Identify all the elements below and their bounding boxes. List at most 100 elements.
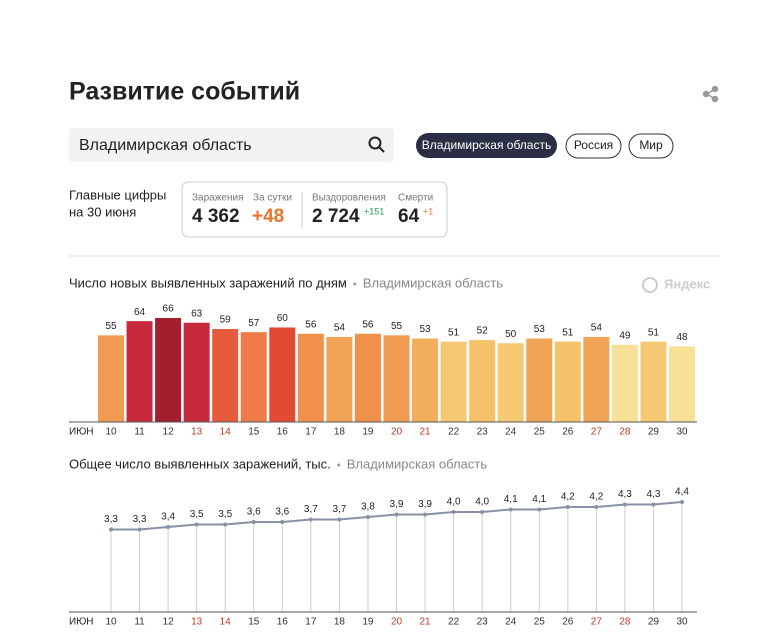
x-tick-label: 17: [305, 427, 317, 438]
value-label: 4,0: [475, 497, 489, 508]
x-tick-label: 27: [591, 617, 603, 628]
search-box[interactable]: [69, 128, 394, 162]
value-label: 3,8: [361, 502, 375, 513]
x-tick-label: 28: [619, 427, 631, 438]
x-tick-label: 26: [562, 427, 574, 438]
value-label: 3,4: [161, 512, 175, 523]
x-tick-label: 23: [477, 617, 489, 628]
point: [109, 527, 113, 532]
x-tick-label: 29: [648, 617, 660, 628]
x-tick-label: 17: [305, 617, 317, 628]
value-label: 4,1: [504, 494, 518, 505]
point: [480, 510, 485, 514]
stat-delta: +1: [423, 206, 433, 216]
search-text: Владимирская область: [79, 137, 252, 154]
bar: [240, 332, 267, 422]
tab[interactable]: [628, 133, 674, 159]
point: [565, 505, 570, 509]
x-tick-label: 19: [362, 427, 374, 438]
tab-label: Владимирская область: [422, 138, 551, 152]
share-icon[interactable]: [702, 85, 719, 103]
value-label: 4,3: [646, 489, 660, 500]
value-label: 48: [676, 332, 688, 343]
bar: [212, 329, 239, 422]
search-icon[interactable]: [368, 136, 385, 153]
x-tick-label: 23: [477, 427, 489, 438]
value-label: 60: [277, 313, 289, 324]
watermark-icon: [642, 277, 658, 293]
x-tick-label: 20: [391, 427, 403, 438]
bar: [183, 322, 210, 422]
value-label: 54: [591, 323, 603, 334]
point: [251, 520, 256, 524]
x-tick-label: 15: [248, 617, 260, 628]
x-tick-label: 12: [163, 427, 175, 438]
bar: [126, 321, 153, 422]
point: [394, 512, 399, 517]
stats-box: [181, 181, 448, 238]
stat-label: Выздоровления: [312, 193, 386, 204]
chart-title: Число новых выявленных заражений по дням: [69, 275, 347, 290]
value-label: 4,4: [675, 487, 689, 498]
x-tick-label: 22: [448, 617, 460, 628]
value-label: 3,3: [133, 514, 147, 525]
value-label: 3,6: [275, 507, 289, 518]
point: [194, 522, 199, 527]
value-label: 52: [477, 326, 489, 337]
chart-subtitle: Владимирская область: [363, 275, 503, 290]
value-label: 53: [419, 324, 431, 335]
value-label: 3,7: [332, 504, 346, 515]
x-tick-label: 27: [591, 427, 603, 438]
x-tick-label: 16: [277, 427, 289, 438]
value-label: 59: [220, 315, 232, 326]
bar: [669, 346, 695, 422]
x-tick-label: 21: [419, 427, 431, 438]
bar: [326, 336, 353, 422]
bullet: [337, 463, 341, 467]
value-label: 51: [648, 327, 660, 338]
x-tick-label: 12: [163, 617, 175, 628]
tab-label: Россия: [574, 138, 613, 152]
x-tick-label: 30: [676, 427, 688, 438]
x-tick-label: 15: [248, 427, 260, 438]
bar: [412, 338, 439, 422]
x-tick-label: 24: [505, 617, 517, 628]
value-label: 51: [562, 327, 574, 338]
point: [423, 512, 428, 517]
bullet: [353, 282, 357, 286]
value-label: 54: [334, 323, 346, 334]
tab-active[interactable]: [416, 133, 557, 158]
x-tick-label: 18: [334, 427, 346, 438]
bar: [554, 341, 581, 422]
stat-label: За сутки: [253, 193, 292, 204]
value-label: 64: [134, 307, 146, 318]
bar: [583, 336, 610, 422]
bar: [383, 335, 410, 422]
point: [451, 510, 456, 514]
x-tick-label: 29: [648, 427, 660, 438]
bar: [469, 340, 496, 422]
x-tick-label: 20: [391, 617, 403, 628]
point: [680, 500, 684, 504]
value-label: 4,2: [589, 492, 603, 503]
point: [651, 502, 656, 507]
tab[interactable]: [565, 133, 622, 159]
value-label: 66: [163, 304, 175, 315]
x-tick-label: 14: [220, 617, 232, 628]
x-tick-label: 24: [505, 427, 517, 438]
x-tick-label: 11: [134, 427, 145, 438]
x-axis-label: ИЮН: [69, 617, 94, 628]
bar: [269, 327, 296, 422]
stat-value: 2 724: [312, 206, 360, 227]
x-tick-label: 25: [534, 427, 546, 438]
point: [166, 525, 171, 529]
point: [594, 505, 599, 509]
value-label: 55: [391, 321, 403, 332]
bar: [640, 341, 667, 422]
point: [337, 517, 342, 522]
point: [223, 522, 228, 527]
bar: [440, 341, 467, 422]
stat-value: 4 362: [192, 206, 240, 227]
x-tick-label: 19: [362, 617, 374, 628]
point: [308, 517, 313, 522]
